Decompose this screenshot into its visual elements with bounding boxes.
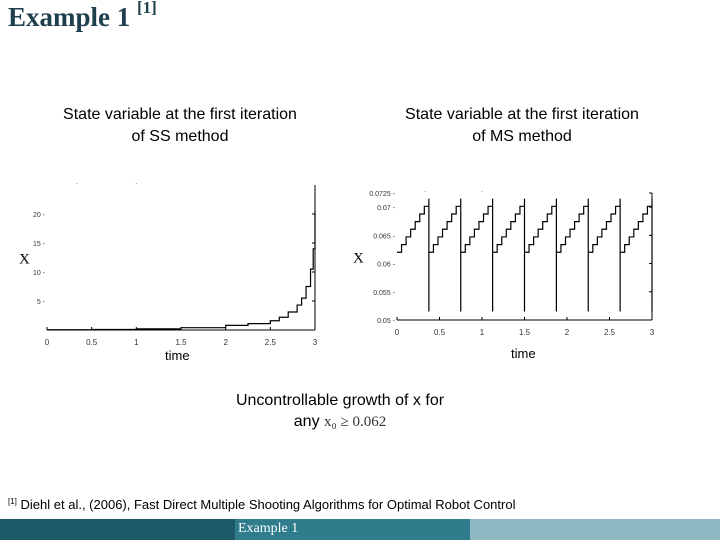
x-tick-label: 3 xyxy=(650,328,655,337)
y-tick-label: 10 - xyxy=(33,270,46,277)
x-tick-label: 2.5 xyxy=(604,328,616,337)
x-tick-label: 2.5 xyxy=(265,338,277,347)
title-reference: [1] xyxy=(137,0,157,17)
ms-chart-xlabel: time xyxy=(511,346,536,361)
y-tick-label: 0.07 - xyxy=(377,205,396,212)
footnote-ref: [1] xyxy=(8,497,17,506)
x-tick-label: 0 xyxy=(45,338,50,347)
y-axis-label: X xyxy=(19,252,30,268)
x-tick-label: 0 xyxy=(395,328,400,337)
footer-bar: Example 1 xyxy=(0,519,720,540)
initial-condition: x₀ ≥ 0.062 xyxy=(324,414,387,430)
x-tick-label: 0.5 xyxy=(86,338,98,347)
y-tick-label: 5 - xyxy=(37,299,46,306)
conclusion-line2: any x₀ ≥ 0.062 xyxy=(293,413,387,430)
slide-title: Example 1 [1] xyxy=(8,0,157,32)
footer-segment-light xyxy=(470,519,720,540)
conclusion-statement: Uncontrollable growth of x for any x₀ ≥ … xyxy=(160,390,520,433)
x-tick-label: 0.5 xyxy=(434,328,446,337)
footer-label: Example 1 xyxy=(238,521,299,536)
ms-chart-caption: State variable at the first iteration of… xyxy=(382,104,662,148)
data-series-line xyxy=(397,198,653,312)
y-tick-label: 0.05 - xyxy=(377,318,396,325)
y-axis-label: X xyxy=(353,251,364,267)
ms-method-chart: 0 0.5 1 1.5 2 2.5 3 0.05 - 0.055 - 0.06 - 0.065 - 0… xyxy=(353,191,655,337)
y-tick-label: 0.06 - xyxy=(377,262,396,269)
y-tick-label: 15 - xyxy=(33,241,46,248)
footnote-text: Diehl et al., (2006), Fast Direct Multip… xyxy=(20,497,516,512)
y-tick-label: 20 - xyxy=(33,212,46,219)
ss-method-chart: 0 0.5 1 1.5 2 2.5 3 5 - 10 - 15 - 20 - X xyxy=(19,183,318,347)
ms-chart-caption-line2: of MS method xyxy=(472,128,572,145)
x-tick-label: 3 xyxy=(313,338,318,347)
y-tick-label: 0.065 - xyxy=(373,233,395,240)
ss-chart-caption-line2: of SS method xyxy=(131,128,229,145)
ss-chart-caption-line1: State variable at the first iteration xyxy=(63,106,297,123)
x-tick-label: 1 xyxy=(134,338,139,347)
footer-segment-dark xyxy=(0,519,235,540)
x-tick-label: 1.5 xyxy=(175,338,187,347)
ss-chart-xlabel: time xyxy=(165,348,190,363)
x-tick-label: 2 xyxy=(565,328,570,337)
conclusion-line1: Uncontrollable growth of x for xyxy=(235,392,445,409)
data-series-line xyxy=(47,211,316,331)
x-tick-label: 1.5 xyxy=(519,328,531,337)
ss-chart-caption: State variable at the first iteration of… xyxy=(40,104,320,148)
footnote: [1] Diehl et al., (2006), Fast Direct Mu… xyxy=(8,497,515,512)
footer-segment-mid xyxy=(235,519,470,540)
x-tick-label: 1 xyxy=(480,328,485,337)
x-tick-label: 2 xyxy=(223,338,228,347)
y-tick-label: 0.0725 - xyxy=(369,191,395,198)
ms-chart-caption-line1: State variable at the first iteration xyxy=(405,106,639,123)
y-tick-label: 0.055 - xyxy=(373,290,395,297)
